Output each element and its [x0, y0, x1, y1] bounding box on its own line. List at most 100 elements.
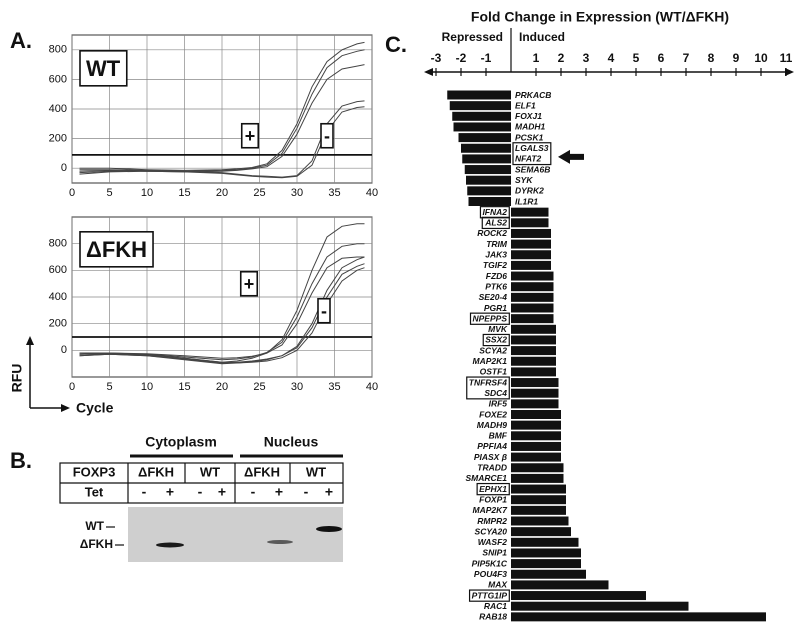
arrow-head — [785, 68, 794, 76]
row-label: FOXP3 — [73, 464, 116, 479]
band — [316, 526, 342, 532]
genotype-label: ΔFKH — [244, 464, 280, 479]
chart-title: WT — [86, 56, 121, 81]
category-label: SCYA2 — [479, 345, 507, 355]
category-label: RAB18 — [479, 612, 507, 622]
panel-label: C. — [385, 32, 407, 57]
bar — [511, 601, 689, 611]
category-label: ELF1 — [515, 100, 536, 110]
bar — [511, 271, 554, 281]
bar — [458, 133, 511, 143]
bar — [511, 218, 549, 228]
amplification-curve — [79, 41, 365, 171]
category-label: LGALS3 — [515, 143, 549, 153]
category-label: PIP5K1C — [472, 558, 508, 568]
category-label: JAK3 — [485, 250, 507, 260]
bar — [511, 548, 581, 558]
category-label: SYK — [515, 175, 533, 185]
y-tick-label: 200 — [49, 318, 67, 330]
bar — [511, 569, 586, 579]
y-tick-label: 200 — [49, 133, 67, 145]
x-tick-label: 9 — [733, 51, 740, 65]
bar — [462, 154, 511, 164]
x-tick-label: 0 — [69, 187, 75, 199]
x-tick-label: 7 — [683, 51, 690, 65]
category-label: PCSK1 — [515, 132, 544, 142]
x-tick-label: -1 — [481, 51, 492, 65]
y-tick-label: 400 — [49, 103, 67, 115]
x-tick-label: -2 — [456, 51, 467, 65]
x-tick-label: 35 — [328, 381, 340, 393]
bar — [468, 197, 511, 206]
axis-label: RFU — [9, 364, 25, 393]
bar — [511, 324, 556, 334]
bar — [511, 207, 549, 217]
amplification-curve — [79, 267, 365, 364]
amplification-curve — [79, 100, 365, 178]
x-tick-label: 10 — [141, 187, 153, 199]
category-label: WASF2 — [478, 537, 508, 547]
bar — [511, 388, 559, 398]
x-tick-label: 5 — [106, 381, 112, 393]
y-tick-label: 400 — [49, 291, 67, 303]
category-label: RAC1 — [484, 601, 507, 611]
category-label: SDC4 — [484, 388, 507, 398]
category-label: TRADD — [477, 463, 507, 473]
bar — [511, 356, 556, 366]
bar — [511, 378, 559, 388]
x-tick-label: 10 — [141, 381, 153, 393]
highlight-box — [482, 333, 510, 347]
x-tick-label: 8 — [708, 51, 715, 65]
y-tick-label: 800 — [49, 44, 67, 56]
x-tick-label: 5 — [106, 187, 112, 199]
category-label: EPHX1 — [479, 484, 507, 494]
x-tick-label: 40 — [366, 381, 378, 393]
bar — [511, 591, 646, 601]
bar — [511, 282, 554, 292]
pointer-arrow — [558, 149, 584, 164]
x-tick-label: 15 — [178, 381, 190, 393]
bar — [511, 527, 571, 537]
highlight-box — [481, 216, 510, 230]
category-label: ALS2 — [484, 218, 507, 228]
highlight-box — [468, 589, 510, 602]
category-label: SSX2 — [485, 335, 507, 345]
category-label: TNFRSF4 — [469, 377, 508, 387]
category-label: TRIM — [486, 239, 508, 249]
annotation: Induced — [519, 30, 565, 44]
x-tick-label: 2 — [558, 51, 565, 65]
arrow-head — [424, 68, 433, 76]
annotation: Repressed — [442, 30, 503, 44]
blot-panel: Cytoplasm Nucleus FOXP3 Tet WT ΔFKH — [59, 434, 344, 562]
annotation: + — [244, 274, 255, 294]
bar — [511, 420, 561, 430]
category-label: TGIF2 — [483, 260, 507, 270]
highlight-box — [469, 312, 510, 325]
bar — [511, 612, 766, 622]
bar — [511, 559, 581, 569]
panel-label: B. — [10, 448, 32, 473]
bar — [453, 122, 511, 132]
bar — [511, 260, 551, 270]
amplification-curve — [79, 243, 365, 361]
label-box — [240, 122, 260, 149]
category-label: MAX — [488, 580, 508, 590]
y-tick-label: 600 — [49, 73, 67, 85]
category-label: PTTG1IP — [472, 590, 508, 600]
bar — [511, 580, 609, 590]
compartment-label: Cytoplasm — [145, 434, 217, 450]
category-label: BMF — [489, 431, 508, 441]
category-label: OSTF1 — [480, 367, 508, 377]
category-label: PGR1 — [484, 303, 507, 313]
x-tick-label: 25 — [253, 381, 265, 393]
category-label: SE20-4 — [479, 292, 508, 302]
band-label: WT — [85, 519, 104, 533]
bar — [511, 239, 551, 249]
label-box — [79, 231, 154, 268]
category-label: POU4F3 — [474, 569, 507, 579]
band — [267, 540, 293, 544]
x-tick-label: -3 — [431, 51, 442, 65]
y-tick-label: 0 — [61, 344, 67, 356]
amplification-curve — [79, 106, 365, 179]
tet-label: + — [218, 484, 226, 500]
